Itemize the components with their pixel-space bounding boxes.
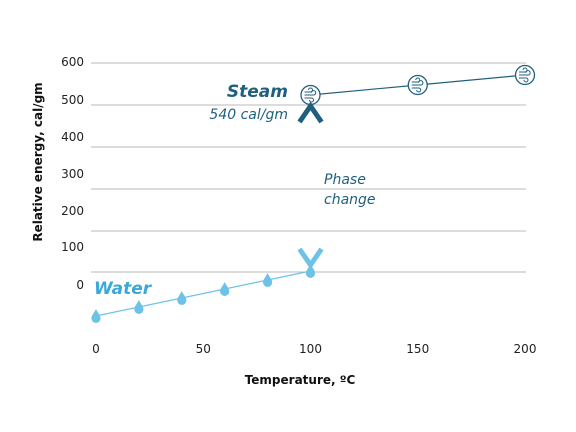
y-axis-ticks: 0 100 200 300 400 500 600 xyxy=(61,55,84,292)
water-drop-icon xyxy=(177,291,187,305)
water-drop-icon xyxy=(263,273,273,287)
phase-change-label-line1: Phase xyxy=(324,172,366,188)
y-tick-label: 500 xyxy=(61,93,84,107)
water-series xyxy=(91,264,316,323)
x-tick-label: 100 xyxy=(299,342,322,356)
phase-change-arrow xyxy=(297,101,324,270)
water-drop-icon xyxy=(220,282,230,296)
steam-icon xyxy=(300,84,321,106)
arrow-head-down xyxy=(297,247,324,270)
steam-series-label: Steam xyxy=(227,82,288,102)
y-tick-label: 100 xyxy=(61,240,84,254)
y-tick-label: 300 xyxy=(61,167,84,181)
steam-icon xyxy=(407,74,428,96)
y-tick-label: 0 xyxy=(76,278,84,292)
phase-change-label-line2: change xyxy=(324,192,376,208)
latent-heat-label: 540 cal/gm xyxy=(209,107,288,123)
x-axis-title: Temperature, ºC xyxy=(245,373,356,387)
x-tick-label: 200 xyxy=(514,342,537,356)
series-layer xyxy=(91,64,536,323)
y-tick-label: 200 xyxy=(61,204,84,218)
steam-icon xyxy=(514,64,536,86)
water-line xyxy=(95,270,311,317)
steam-series xyxy=(300,64,536,106)
x-tick-label: 0 xyxy=(92,342,100,356)
annotation-layer: Steam 540 cal/gm Phase change Water xyxy=(94,82,376,299)
x-tick-label: 150 xyxy=(406,342,429,356)
x-tick-label: 50 xyxy=(196,342,211,356)
water-drop-icon xyxy=(91,309,101,323)
x-axis-ticks: 0 50 100 150 200 xyxy=(92,342,536,356)
y-tick-label: 600 xyxy=(61,55,84,69)
y-tick-label: 400 xyxy=(61,130,84,144)
water-drop-icon xyxy=(134,300,144,314)
arrow-head-up xyxy=(297,101,324,124)
y-axis-title: Relative energy, cal/gm xyxy=(31,82,45,241)
water-series-label: Water xyxy=(94,279,153,299)
water-drop-icon xyxy=(305,264,316,278)
